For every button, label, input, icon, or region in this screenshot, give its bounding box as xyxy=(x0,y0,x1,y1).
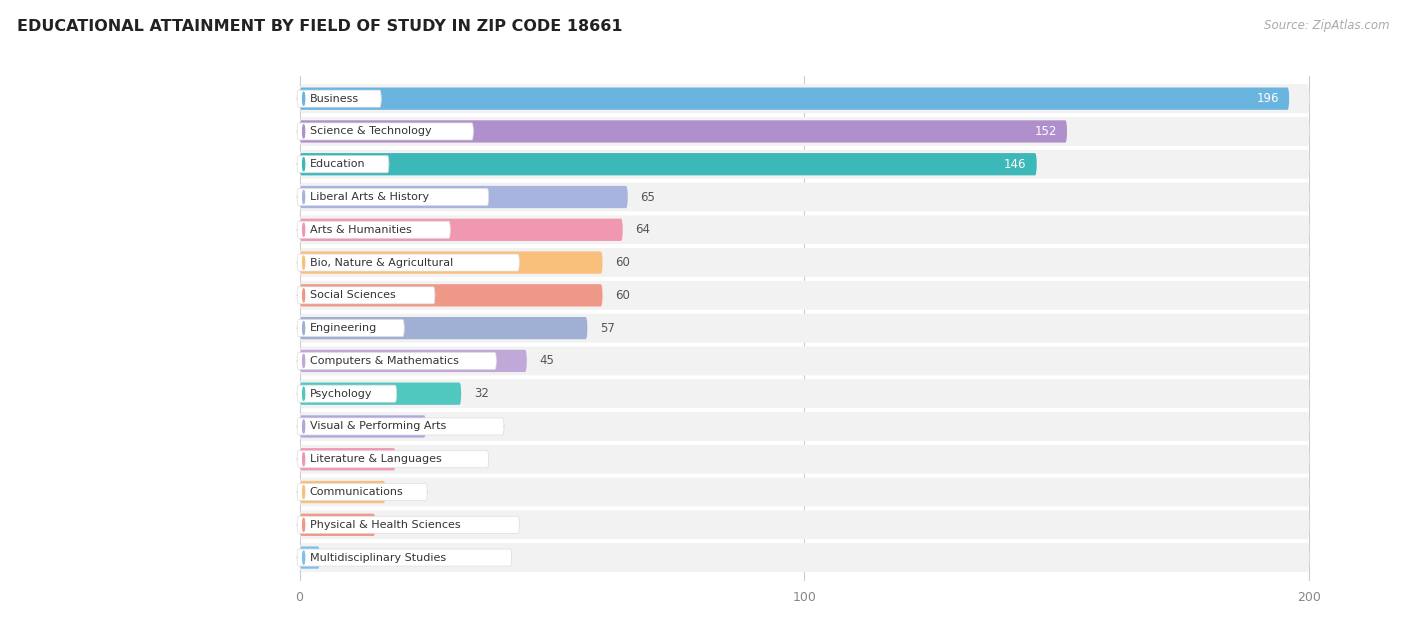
Circle shape xyxy=(302,322,305,334)
Circle shape xyxy=(302,125,305,138)
FancyBboxPatch shape xyxy=(297,483,427,500)
Text: Business: Business xyxy=(309,93,359,103)
Text: Computers & Mathematics: Computers & Mathematics xyxy=(309,356,458,366)
Circle shape xyxy=(302,452,305,466)
Text: Communications: Communications xyxy=(309,487,404,497)
FancyBboxPatch shape xyxy=(299,317,588,339)
Text: Education: Education xyxy=(309,159,366,169)
FancyBboxPatch shape xyxy=(297,156,389,173)
Text: 15: 15 xyxy=(388,518,404,531)
Circle shape xyxy=(302,420,305,433)
FancyBboxPatch shape xyxy=(299,445,1309,474)
Text: 65: 65 xyxy=(640,191,655,204)
Text: Engineering: Engineering xyxy=(309,323,377,333)
Text: 57: 57 xyxy=(600,322,614,334)
FancyBboxPatch shape xyxy=(299,546,319,569)
FancyBboxPatch shape xyxy=(299,478,1309,507)
Circle shape xyxy=(302,289,305,302)
FancyBboxPatch shape xyxy=(299,448,395,470)
Circle shape xyxy=(302,518,305,531)
Text: Social Sciences: Social Sciences xyxy=(309,290,395,300)
Text: Literature & Languages: Literature & Languages xyxy=(309,454,441,464)
FancyBboxPatch shape xyxy=(297,221,450,239)
FancyBboxPatch shape xyxy=(297,549,512,566)
Text: Arts & Humanities: Arts & Humanities xyxy=(309,225,412,235)
FancyBboxPatch shape xyxy=(299,382,461,405)
FancyBboxPatch shape xyxy=(299,481,385,503)
Text: Bio, Nature & Agricultural: Bio, Nature & Agricultural xyxy=(309,257,453,268)
FancyBboxPatch shape xyxy=(299,543,1309,572)
Circle shape xyxy=(302,355,305,367)
Text: 60: 60 xyxy=(616,289,630,302)
FancyBboxPatch shape xyxy=(299,121,1067,143)
Text: Science & Technology: Science & Technology xyxy=(309,126,432,136)
Circle shape xyxy=(302,551,305,564)
FancyBboxPatch shape xyxy=(299,415,426,438)
FancyBboxPatch shape xyxy=(299,215,1309,244)
Text: 19: 19 xyxy=(408,452,423,466)
Circle shape xyxy=(302,256,305,269)
Circle shape xyxy=(302,191,305,204)
FancyBboxPatch shape xyxy=(297,352,496,369)
Text: Liberal Arts & History: Liberal Arts & History xyxy=(309,192,429,202)
FancyBboxPatch shape xyxy=(299,153,1036,175)
FancyBboxPatch shape xyxy=(299,85,1309,113)
Text: 17: 17 xyxy=(398,485,413,498)
FancyBboxPatch shape xyxy=(299,218,623,241)
FancyBboxPatch shape xyxy=(299,182,1309,211)
FancyBboxPatch shape xyxy=(299,248,1309,277)
FancyBboxPatch shape xyxy=(297,319,404,337)
Text: 32: 32 xyxy=(474,387,489,400)
FancyBboxPatch shape xyxy=(299,284,603,307)
Circle shape xyxy=(302,485,305,498)
FancyBboxPatch shape xyxy=(299,510,1309,540)
FancyBboxPatch shape xyxy=(299,186,627,208)
FancyBboxPatch shape xyxy=(297,189,489,206)
Text: 64: 64 xyxy=(636,223,651,236)
FancyBboxPatch shape xyxy=(297,254,519,271)
FancyBboxPatch shape xyxy=(297,451,489,468)
Text: Visual & Performing Arts: Visual & Performing Arts xyxy=(309,422,446,432)
Text: 4: 4 xyxy=(332,551,340,564)
Text: 25: 25 xyxy=(439,420,453,433)
FancyBboxPatch shape xyxy=(299,412,1309,441)
FancyBboxPatch shape xyxy=(299,346,1309,375)
FancyBboxPatch shape xyxy=(299,150,1309,179)
FancyBboxPatch shape xyxy=(297,516,519,533)
FancyBboxPatch shape xyxy=(299,379,1309,408)
FancyBboxPatch shape xyxy=(297,287,434,304)
FancyBboxPatch shape xyxy=(299,117,1309,146)
Circle shape xyxy=(302,223,305,237)
Circle shape xyxy=(302,158,305,171)
Text: Physical & Health Sciences: Physical & Health Sciences xyxy=(309,520,460,530)
Circle shape xyxy=(302,92,305,105)
Text: Multidisciplinary Studies: Multidisciplinary Studies xyxy=(309,553,446,563)
FancyBboxPatch shape xyxy=(299,251,603,274)
FancyBboxPatch shape xyxy=(299,314,1309,343)
FancyBboxPatch shape xyxy=(299,88,1289,110)
Text: Psychology: Psychology xyxy=(309,389,373,399)
FancyBboxPatch shape xyxy=(299,514,375,536)
FancyBboxPatch shape xyxy=(297,123,474,140)
Text: 45: 45 xyxy=(540,355,554,367)
Text: 196: 196 xyxy=(1257,92,1279,105)
FancyBboxPatch shape xyxy=(299,281,1309,310)
FancyBboxPatch shape xyxy=(297,418,503,435)
Circle shape xyxy=(302,387,305,400)
FancyBboxPatch shape xyxy=(297,90,381,107)
Text: Source: ZipAtlas.com: Source: ZipAtlas.com xyxy=(1264,19,1389,32)
Text: 152: 152 xyxy=(1035,125,1057,138)
FancyBboxPatch shape xyxy=(299,350,527,372)
Text: EDUCATIONAL ATTAINMENT BY FIELD OF STUDY IN ZIP CODE 18661: EDUCATIONAL ATTAINMENT BY FIELD OF STUDY… xyxy=(17,19,623,34)
Text: 60: 60 xyxy=(616,256,630,269)
Text: 146: 146 xyxy=(1004,158,1026,171)
FancyBboxPatch shape xyxy=(297,385,396,402)
